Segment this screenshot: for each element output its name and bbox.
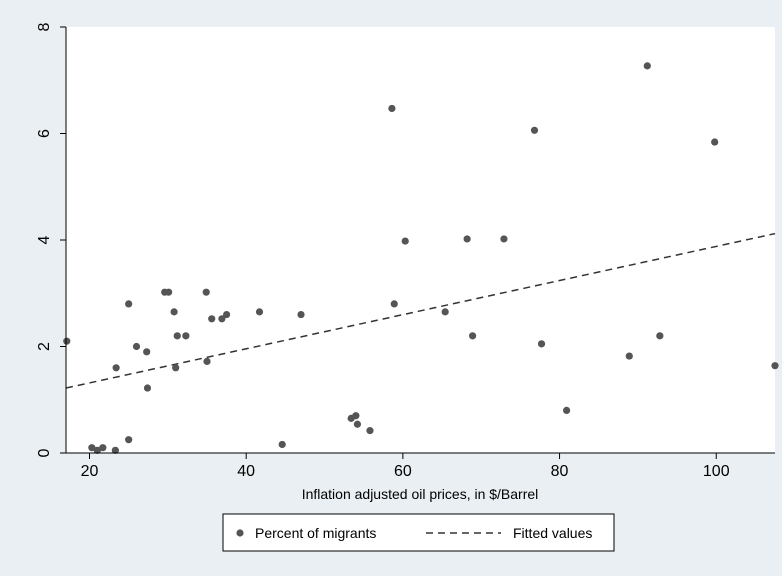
data-point xyxy=(563,406,571,414)
data-point xyxy=(353,420,362,428)
legend-box xyxy=(222,513,615,552)
data-point xyxy=(297,310,305,319)
data-point xyxy=(125,300,133,308)
data-point xyxy=(401,237,409,245)
data-point xyxy=(463,235,471,243)
data-point xyxy=(143,384,152,392)
y-tick-label: 8 xyxy=(36,22,53,31)
data-point xyxy=(172,364,180,372)
data-point xyxy=(643,62,651,70)
data-point xyxy=(468,332,477,340)
data-point xyxy=(530,126,539,134)
y-tick-label: 0 xyxy=(36,448,53,457)
legend-point-marker xyxy=(236,529,244,537)
data-point xyxy=(441,308,449,316)
data-point xyxy=(223,310,231,319)
data-point xyxy=(143,348,151,356)
data-point xyxy=(125,436,133,444)
data-point xyxy=(278,440,286,449)
x-tick-label: 80 xyxy=(551,463,569,480)
data-point xyxy=(390,300,398,308)
data-point xyxy=(366,427,374,435)
data-point xyxy=(711,138,719,146)
data-point xyxy=(203,357,211,366)
x-tick-label: 20 xyxy=(81,463,99,480)
data-point xyxy=(88,444,96,452)
data-point xyxy=(112,364,120,372)
data-point xyxy=(170,308,178,316)
x-tick-label: 100 xyxy=(703,463,730,480)
data-point xyxy=(352,412,360,420)
x-tick-label: 40 xyxy=(237,463,255,480)
plot-area xyxy=(66,27,775,453)
data-point xyxy=(771,362,779,370)
data-point xyxy=(537,340,546,348)
data-point xyxy=(63,337,71,345)
data-point xyxy=(132,342,141,351)
data-point xyxy=(202,288,210,296)
x-axis-title: Inflation adjusted oil prices, in $/Barr… xyxy=(302,486,539,502)
x-tick-label: 60 xyxy=(394,463,412,480)
data-point xyxy=(99,444,107,452)
data-point xyxy=(625,352,633,360)
fitted-values-line xyxy=(65,232,776,389)
legend-label-scatter: Percent of migrants xyxy=(255,525,376,541)
data-point xyxy=(656,332,664,340)
data-point xyxy=(255,308,264,316)
data-point xyxy=(208,315,216,323)
y-tick-label: 6 xyxy=(36,129,53,138)
legend-label-fit: Fitted values xyxy=(513,525,592,541)
y-tick-label: 2 xyxy=(36,342,53,351)
data-point xyxy=(182,332,190,340)
data-point xyxy=(165,288,173,296)
data-point xyxy=(173,332,181,340)
data-point xyxy=(93,446,101,454)
data-point xyxy=(111,446,119,454)
data-point xyxy=(500,235,508,243)
data-point xyxy=(388,104,396,113)
data-point xyxy=(218,315,226,323)
y-tick-label: 4 xyxy=(36,235,53,244)
